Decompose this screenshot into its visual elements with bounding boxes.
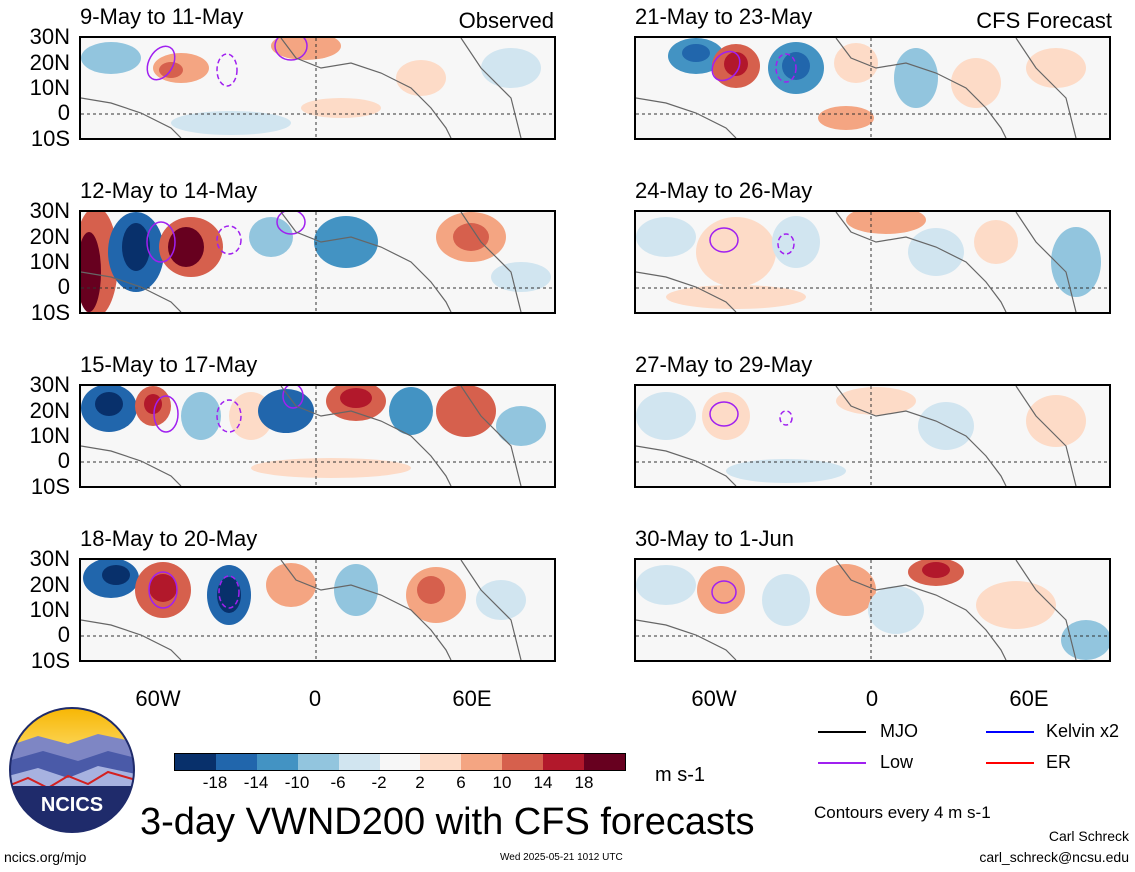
colorbar-swatch: [297, 754, 339, 770]
colorbar-tick: -6: [330, 773, 346, 792]
map-field: [81, 560, 554, 660]
colorbar-swatch: [256, 754, 298, 770]
colorbar-swatch: [584, 754, 625, 770]
colorbar-tick: -10: [284, 773, 310, 792]
colorbar-swatch: [175, 754, 216, 770]
low-legend-label: Low: [880, 752, 914, 772]
author: Carl Schreck: [1048, 828, 1129, 844]
main-title: 3-day VWND200 with CFS forecasts: [140, 801, 755, 843]
lon-label: 60W: [135, 686, 181, 711]
colorbar: [174, 753, 626, 771]
kelvin-legend-label: Kelvin x2: [1046, 721, 1120, 741]
lat-label: 30N: [29, 372, 70, 397]
panel-title: 15-May to 17-May: [80, 352, 258, 377]
lat-label: 0: [57, 448, 70, 473]
panel-title: 21-May to 23-May: [635, 4, 813, 29]
map-panel: [634, 558, 1111, 662]
lat-label: 0: [57, 100, 70, 125]
panel-title: 18-May to 20-May: [80, 526, 258, 551]
colorbar-swatch: [461, 754, 503, 770]
url-link[interactable]: ncics.org/mjo: [4, 849, 87, 865]
forecast-tag: CFS Forecast: [976, 8, 1112, 33]
colorbar-swatch: [502, 754, 544, 770]
map-field: [81, 38, 554, 138]
mjo-legend-label: MJO: [880, 721, 918, 741]
colorbar-tick: -14: [243, 773, 269, 792]
map-panel: [79, 210, 556, 314]
email-link[interactable]: carl_schreck@ncsu.edu: [979, 849, 1129, 865]
colorbar-swatch: [215, 754, 257, 770]
lat-label: 10N: [29, 423, 70, 448]
ncics-logo: NCICS: [8, 706, 136, 834]
mjo-legend-line: [818, 731, 866, 733]
er-legend-line: [986, 762, 1034, 764]
lat-label: 20N: [29, 224, 70, 249]
lat-label: 20N: [29, 572, 70, 597]
lat-label: 20N: [29, 398, 70, 423]
logo-icon: [9, 707, 135, 833]
map-panel: [79, 558, 556, 662]
colorbar-swatch: [338, 754, 380, 770]
timestamp: Wed 2025-05-21 1012 UTC: [500, 852, 623, 863]
map-panel: [634, 36, 1111, 140]
map-panel: [634, 384, 1111, 488]
map-field: [636, 386, 1109, 486]
panel-title: 24-May to 26-May: [635, 178, 813, 203]
kelvin-legend-line: [986, 731, 1034, 733]
lat-label: 20N: [29, 50, 70, 75]
colorbar-units: m s-1: [655, 764, 705, 786]
lat-label: 10S: [30, 300, 70, 325]
colorbar-tick: 2: [415, 773, 425, 792]
panel-title: 12-May to 14-May: [80, 178, 258, 203]
colorbar-swatch: [379, 754, 421, 770]
map-field: [81, 386, 554, 486]
low-legend-line: [818, 762, 866, 764]
colorbar-tick: 18: [574, 773, 594, 792]
map-field: [81, 212, 554, 312]
colorbar-swatch: [420, 754, 462, 770]
observed-tag: Observed: [458, 8, 554, 33]
lon-label: 60W: [691, 686, 737, 711]
lat-label: 30N: [29, 24, 70, 49]
lat-label: 10S: [30, 126, 70, 151]
er-legend-label: ER: [1046, 752, 1072, 772]
map-field: [636, 560, 1109, 660]
lon-label: 0: [308, 686, 322, 711]
lat-label: 10N: [29, 249, 70, 274]
colorbar-tick: -2: [371, 773, 387, 792]
map-panel: [79, 384, 556, 488]
lon-label: 60E: [1009, 686, 1049, 711]
logo-text: NCICS: [40, 794, 104, 816]
colorbar-tick: 6: [456, 773, 466, 792]
contours-note: Contours every 4 m s-1: [814, 803, 991, 822]
colorbar-tick: 14: [533, 773, 553, 792]
map-panel: [79, 36, 556, 140]
lat-label: 0: [57, 274, 70, 299]
lat-label: 10S: [30, 474, 70, 499]
lat-label: 0: [57, 622, 70, 647]
lon-label: 0: [865, 686, 879, 711]
lat-label: 10N: [29, 75, 70, 100]
map-field: [636, 38, 1109, 138]
panel-title: 9-May to 11-May: [80, 4, 244, 29]
map-panel: [634, 210, 1111, 314]
map-field: [636, 212, 1109, 312]
colorbar-tick: 10: [492, 773, 512, 792]
panel-title: 27-May to 29-May: [635, 352, 813, 377]
lat-label: 30N: [29, 198, 70, 223]
panel-title: 30-May to 1-Jun: [635, 526, 794, 551]
lat-label: 10S: [30, 648, 70, 673]
colorbar-swatch: [543, 754, 585, 770]
lat-label: 30N: [29, 546, 70, 571]
colorbar-tick: -18: [202, 773, 228, 792]
lon-label: 60E: [452, 686, 492, 711]
lat-label: 10N: [29, 597, 70, 622]
